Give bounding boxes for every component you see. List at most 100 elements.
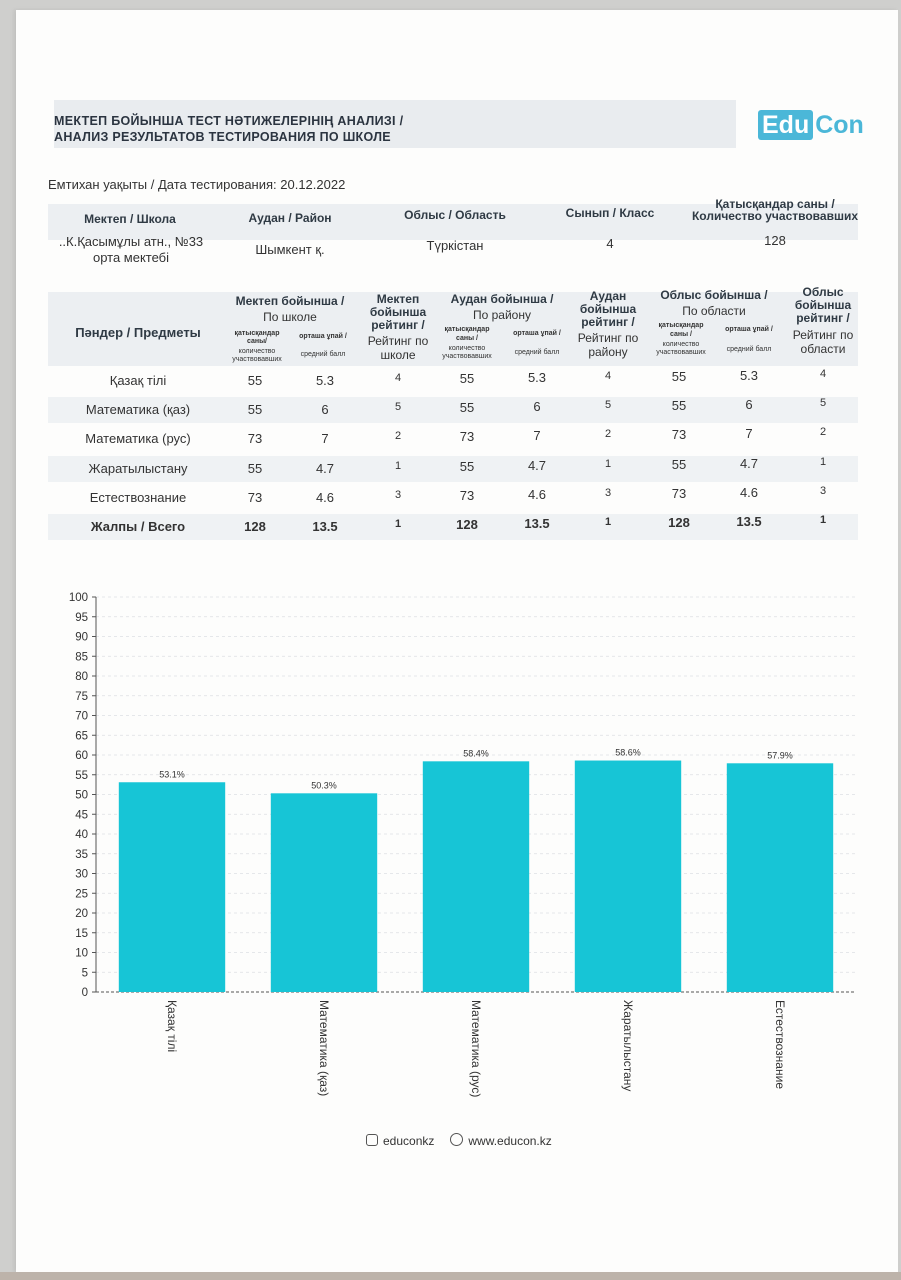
y-tick-label: 0 [82,987,88,999]
row-r-avg: 13.5 [736,514,762,529]
school-rating-l5: школе [380,348,416,362]
row-r-count: 55 [671,398,687,413]
info-header-district: Аудан / Район [248,211,332,225]
educon-logo: Edu Con [758,109,864,141]
row-s-rank: 3 [394,489,402,501]
district-rating-l3: рейтинг / [581,315,635,329]
row-subject: Математика (қаз) [85,402,191,417]
row-s-count: 55 [247,373,263,388]
row-r-count: 55 [671,457,687,472]
row-r-rank: 3 [819,485,827,497]
bar-data-label: 53.1% [159,769,185,779]
footer-instagram[interactable]: educonkz [366,1133,434,1148]
info-table-header-bg [48,204,858,240]
x-tick-label: Естествознание [773,1000,787,1089]
row-d-count: 128 [456,517,478,532]
bar [422,761,530,992]
results-header-subjects: Пәндер / Предметы [75,325,201,340]
desk-edge [0,1272,901,1280]
row-subject: Жаратылыстану [88,461,188,476]
region-count-sub-1: қатысқандар [658,322,704,329]
instagram-icon [366,1133,378,1146]
school-count-sub-3: количество [238,348,276,355]
row-s-count: 128 [244,519,266,534]
info-grade: 4 [606,236,614,251]
district-count-sub-1: қатысқандар [444,326,490,333]
district-count-sub-4: участвовавших [442,353,492,360]
row-r-count: 73 [671,427,687,442]
info-school-line-1: ..К.Қасымұлы атн., №33 [58,234,204,249]
school-rating-l4: Рейтинг по [367,334,429,348]
row-r-rank: 5 [819,397,827,409]
bar [726,763,834,992]
y-tick-label: 90 [75,632,88,644]
row-d-avg: 7 [533,428,541,443]
bar-data-label: 50.3% [311,780,337,790]
row-r-count: 55 [671,369,687,384]
row-s-avg: 13.5 [312,519,338,534]
row-d-rank: 4 [604,370,612,382]
row-subject: Математика (рус) [85,431,191,446]
school-count-sub-4: участвовавших [232,356,282,363]
x-tick-label: Математика (рус) [469,1000,483,1097]
row-s-count: 73 [247,431,263,446]
region-rating-l5: области [800,342,846,356]
y-tick-label: 75 [75,691,88,703]
row-d-rank: 2 [604,428,612,440]
row-r-avg: 7 [745,426,753,441]
district-group-title: Аудан бойынша / [450,292,554,306]
row-d-count: 55 [459,400,475,415]
region-group-subtitle: По области [682,304,746,318]
y-tick-label: 30 [75,869,88,881]
row-r-rank: 1 [819,514,827,526]
school-rating-l3: рейтинг / [371,318,425,332]
district-count-sub-2: саны / [456,335,478,342]
x-tick-label: Қазақ тілі [165,1000,179,1052]
school-avg-sub-2: средний балл [300,351,346,358]
district-avg-sub-1: орташа ұпай / [513,330,561,337]
y-tick-label: 40 [75,829,88,841]
row-d-avg: 4.7 [527,458,547,473]
bar-data-label: 57.9% [767,750,793,760]
footer-website[interactable]: www.educon.kz [450,1133,552,1148]
row-d-count: 55 [459,371,475,386]
region-rating-l4: Рейтинг по [792,328,854,342]
region-count-sub-4: участвовавших [656,349,706,356]
info-header-participants-1: Қатысқандар саны / [715,197,835,211]
y-tick-label: 25 [75,888,88,900]
row-s-avg: 4.7 [315,461,335,476]
info-header-grade: Сынып / Класс [565,206,655,220]
district-avg-sub-2: средний балл [514,349,560,356]
district-rating-l4: Рейтинг по [577,331,639,345]
table-row-bg [48,397,858,423]
row-d-rank: 1 [604,516,612,528]
school-group-subtitle: По школе [263,310,317,324]
y-tick-label: 85 [75,651,88,663]
y-tick-label: 100 [69,592,88,604]
row-d-avg: 5.3 [527,370,547,385]
region-rating-l3: рейтинг / [796,311,850,325]
website-url: www.educon.kz [468,1134,552,1148]
y-tick-label: 60 [75,750,88,762]
title-bar [54,100,736,148]
region-group-title: Облыс бойынша / [660,288,768,302]
region-count-sub-3: количество [662,341,700,348]
y-tick-label: 15 [75,928,88,940]
district-count-sub-3: количество [448,345,486,352]
y-tick-label: 70 [75,711,88,723]
y-tick-label: 95 [75,612,88,624]
row-d-rank: 1 [604,458,612,470]
row-s-count: 55 [247,461,263,476]
info-header-participants-2: Количество участвовавших [691,209,858,223]
row-s-count: 55 [247,402,263,417]
exam-date: Емтихан уақыты / Дата тестирования: 20.1… [48,177,346,192]
row-d-count: 55 [459,459,475,474]
row-subject: Жалпы / Всего [90,519,186,534]
row-r-rank: 4 [819,368,827,380]
region-count-sub-2: саны / [670,331,692,338]
row-s-avg: 4.6 [315,490,335,505]
bar [574,760,682,992]
info-header-school: Мектеп / Школа [84,212,176,226]
globe-icon [450,1133,464,1146]
row-d-rank: 3 [604,487,612,499]
